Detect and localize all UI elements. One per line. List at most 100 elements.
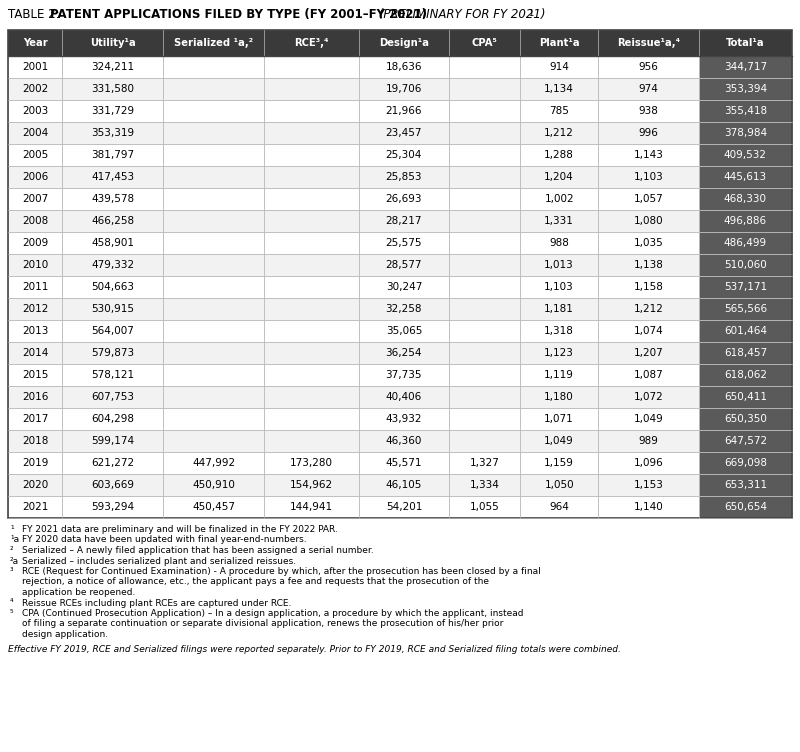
Bar [598,342,699,364]
Text: 565,566: 565,566 [724,304,767,314]
Text: 1,138: 1,138 [634,260,663,270]
Text: (PRELIMINARY FOR FY 2021): (PRELIMINARY FOR FY 2021) [375,8,546,21]
Bar [163,122,264,144]
Bar [598,386,699,408]
Text: 2010: 2010 [22,260,48,270]
Bar [264,386,358,408]
Bar [520,320,598,342]
Bar [699,430,792,452]
Bar [163,342,264,364]
Text: 2018: 2018 [22,436,48,446]
Bar [520,122,598,144]
Bar [598,474,699,496]
Text: ³: ³ [10,567,14,576]
Bar [520,474,598,496]
Text: 603,669: 603,669 [91,480,134,490]
Bar [699,298,792,320]
Bar [699,56,792,78]
Text: 599,174: 599,174 [91,436,134,446]
Text: 1,288: 1,288 [544,150,574,160]
Bar [264,496,358,518]
Bar [8,298,62,320]
Bar [62,78,163,100]
Text: 2014: 2014 [22,348,48,358]
Text: 37,735: 37,735 [386,370,422,380]
Text: 578,121: 578,121 [91,370,134,380]
Bar [163,496,264,518]
Bar [598,232,699,254]
Bar [358,364,449,386]
Text: 647,572: 647,572 [724,436,767,446]
Bar [264,78,358,100]
Bar [449,232,520,254]
Bar [358,408,449,430]
Text: 2019: 2019 [22,458,48,468]
Text: 1,204: 1,204 [544,172,574,182]
Bar [8,364,62,386]
Bar [699,78,792,100]
Bar [520,254,598,276]
Bar [264,188,358,210]
Text: Design¹a: Design¹a [379,38,429,48]
Text: 355,418: 355,418 [724,106,767,116]
Bar [598,320,699,342]
Bar [520,144,598,166]
Text: 439,578: 439,578 [91,194,134,204]
Bar [699,342,792,364]
Text: 447,992: 447,992 [192,458,235,468]
Bar [358,56,449,78]
Bar [449,408,520,430]
Bar [520,78,598,100]
Text: 2004: 2004 [22,128,48,138]
Text: 1,071: 1,071 [544,414,574,424]
Bar [8,320,62,342]
Text: Plant¹a: Plant¹a [539,38,579,48]
Text: 21,966: 21,966 [386,106,422,116]
Text: 378,984: 378,984 [724,128,767,138]
Bar [163,364,264,386]
Bar [163,276,264,298]
Bar [8,430,62,452]
Bar [8,30,792,518]
Bar [163,100,264,122]
Text: 1,074: 1,074 [634,326,663,336]
Text: 785: 785 [549,106,569,116]
Bar [163,452,264,474]
Text: 650,411: 650,411 [724,392,767,402]
Bar [163,78,264,100]
Text: 1,123: 1,123 [544,348,574,358]
Bar [699,232,792,254]
Text: Reissue RCEs including plant RCEs are captured under RCE.: Reissue RCEs including plant RCEs are ca… [22,599,291,608]
Bar [8,122,62,144]
Bar [520,100,598,122]
Bar [520,56,598,78]
Text: 18,636: 18,636 [386,62,422,72]
Text: 1,143: 1,143 [634,150,663,160]
Text: 154,962: 154,962 [290,480,333,490]
Text: 1,087: 1,087 [634,370,663,380]
Text: 1,134: 1,134 [544,84,574,94]
Bar [62,144,163,166]
Text: 25,575: 25,575 [386,238,422,248]
Text: FY 2020 data have been updated with final year-end-numbers.: FY 2020 data have been updated with fina… [22,535,306,544]
Bar [520,452,598,474]
Bar [449,122,520,144]
Bar [699,474,792,496]
Text: 510,060: 510,060 [724,260,767,270]
Text: RCE³,⁴: RCE³,⁴ [294,38,329,48]
Text: 989: 989 [638,436,658,446]
Text: 1,080: 1,080 [634,216,663,226]
Bar [598,430,699,452]
Text: 1,159: 1,159 [544,458,574,468]
Text: 1,049: 1,049 [634,414,663,424]
Text: 1,180: 1,180 [544,392,574,402]
Bar [264,408,358,430]
Bar [163,408,264,430]
Text: 26,693: 26,693 [386,194,422,204]
Bar [62,232,163,254]
Text: 1,103: 1,103 [634,172,663,182]
Bar [264,474,358,496]
Bar [62,364,163,386]
Bar [520,364,598,386]
Text: 450,457: 450,457 [192,502,235,512]
